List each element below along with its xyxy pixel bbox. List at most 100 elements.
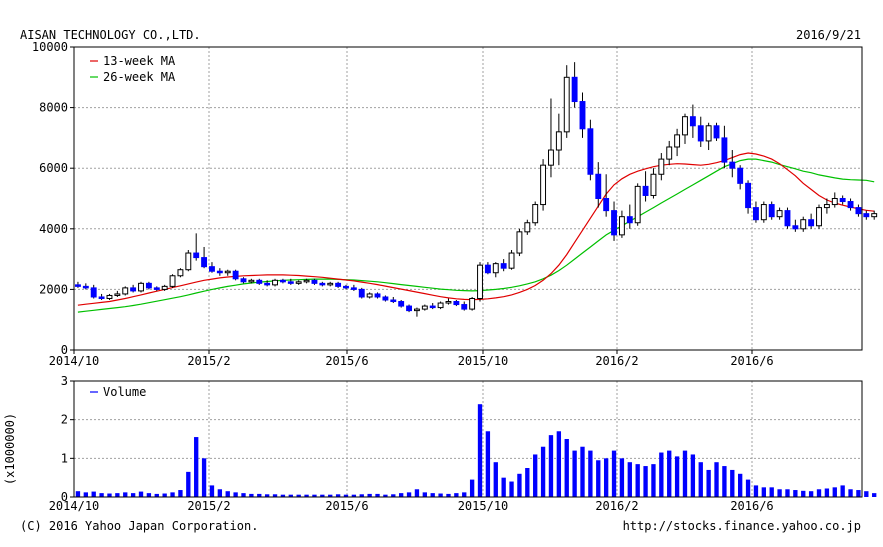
candle-body: [272, 279, 278, 286]
candle: [256, 278, 263, 285]
candle: [406, 304, 413, 313]
candle: [808, 213, 815, 229]
candle: [145, 281, 152, 290]
candle: [595, 162, 602, 208]
volume-bar: [698, 462, 703, 497]
candle-body: [138, 282, 144, 292]
candle: [264, 280, 271, 287]
volume-bar: [209, 485, 215, 497]
candle-body: [335, 282, 342, 287]
source-url[interactable]: http://stocks.finance.yahoo.co.jp: [622, 519, 861, 533]
candle: [209, 262, 215, 273]
volume-bar: [580, 446, 585, 497]
ma13-line: [77, 152, 875, 306]
volume-bar: [154, 493, 159, 497]
price-xtick-label: 2015/10: [458, 354, 509, 368]
candle-body: [752, 207, 759, 221]
volume-bar: [320, 494, 325, 497]
candle-body: [248, 279, 255, 283]
candle-body: [209, 266, 215, 272]
candle: [642, 171, 649, 202]
candle: [429, 303, 436, 310]
candle-body: [390, 299, 397, 303]
candle: [611, 201, 617, 241]
volume-bar: [241, 493, 246, 497]
volume-bar: [162, 493, 167, 497]
candle-body: [98, 296, 105, 299]
candle: [201, 246, 208, 269]
volume-bar: [872, 493, 877, 497]
volume-bar: [312, 494, 317, 497]
candle-body: [421, 305, 428, 310]
candle-body: [382, 296, 389, 301]
volume-axis-label: (x1000000): [3, 413, 17, 485]
candle: [548, 98, 554, 178]
chart-date: 2016/9/21: [795, 28, 861, 42]
candle: [752, 201, 759, 223]
volume-bar: [107, 493, 112, 497]
volume-bar: [438, 493, 443, 497]
price-xtick-label: 2016/2: [595, 354, 638, 368]
candle-body: [548, 149, 554, 166]
volume-bar: [706, 469, 711, 497]
candle-body: [224, 270, 231, 274]
candle-body: [256, 279, 263, 284]
candle: [272, 278, 278, 287]
candle: [303, 278, 310, 284]
candle-body: [721, 137, 728, 163]
volume-bar: [391, 494, 396, 497]
candle-body: [327, 282, 334, 286]
candle-body: [484, 264, 491, 274]
candle: [358, 287, 365, 299]
candle: [689, 104, 696, 138]
volume-bar: [477, 404, 483, 497]
candle-body: [492, 263, 499, 274]
candle: [816, 204, 822, 229]
candle-body: [508, 252, 515, 269]
candle: [658, 153, 665, 181]
candle-body: [626, 216, 633, 224]
candle-body: [776, 210, 783, 218]
candle: [682, 113, 688, 144]
candle-body: [437, 302, 444, 309]
volume-bar: [745, 479, 751, 497]
volume-bar: [848, 489, 853, 497]
volume-bar: [517, 473, 522, 497]
candle: [745, 180, 752, 214]
candle: [445, 298, 452, 305]
volume-bar: [769, 487, 774, 497]
price-chart-panel: 0 2000 4000 6000 8000 10000 2014/10 2015/2 2015/…: [32, 40, 878, 368]
volume-bar: [493, 462, 498, 497]
volume-bar: [777, 489, 782, 497]
candle: [579, 92, 586, 138]
legend-ma26-label: 26-week MA: [103, 70, 176, 84]
candle-body: [311, 279, 318, 284]
volume-bar: [194, 437, 199, 497]
volume-bar: [564, 439, 569, 497]
candle: [232, 269, 239, 281]
volume-bar: [272, 494, 278, 497]
volume-bar: [651, 464, 656, 497]
candle: [500, 259, 507, 272]
volume-bar: [399, 493, 404, 497]
candle: [327, 281, 334, 287]
candle-body: [729, 161, 736, 169]
candle-body: [823, 204, 830, 209]
volume-bar: [808, 491, 814, 497]
volume-bar: [548, 435, 554, 497]
candle-body: [855, 207, 862, 215]
candle-body: [618, 216, 625, 236]
price-xtick-label: 2014/10: [49, 354, 100, 368]
volume-bar: [667, 450, 672, 497]
candle-body: [358, 288, 365, 298]
price-ytick-label: 10000: [32, 40, 68, 54]
price-ytick-label: 4000: [39, 222, 68, 236]
candle-body: [816, 207, 822, 227]
candle-body: [350, 287, 357, 290]
candle-body: [808, 219, 815, 227]
candle-body: [453, 301, 460, 306]
volume-bar: [406, 492, 412, 497]
candle-body: [500, 263, 507, 269]
volume-ytick-label: 3: [61, 374, 68, 388]
candle-body: [232, 270, 239, 280]
